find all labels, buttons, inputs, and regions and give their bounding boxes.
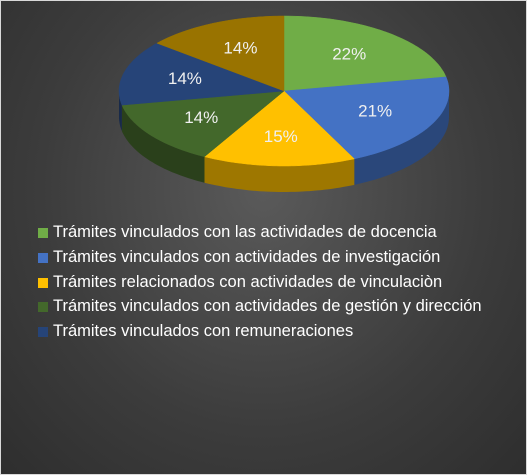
legend-label: Trámites vinculados con las actividades … xyxy=(53,223,437,241)
legend-item: Trámites vinculados con remuneraciones xyxy=(38,319,526,344)
data-label: 22% xyxy=(332,45,366,64)
legend-swatch xyxy=(38,277,48,288)
slice xyxy=(283,15,447,92)
legend-item: Trámites relacionados con actividades de… xyxy=(38,270,526,295)
data-label: 21% xyxy=(358,102,392,121)
legend-label: Trámites relacionados con actividades de… xyxy=(53,272,443,291)
slice-side xyxy=(204,156,355,192)
slice xyxy=(203,90,355,167)
legend-swatch xyxy=(38,228,48,238)
slice-side xyxy=(119,91,122,132)
legend-label: Trámites vinculados con actividades de g… xyxy=(53,297,482,316)
slice-side xyxy=(121,105,205,183)
slice xyxy=(121,90,285,157)
legend: Trámites vinculados con las actividades … xyxy=(38,220,526,344)
data-label: 14% xyxy=(184,108,218,127)
legend-swatch xyxy=(38,252,48,263)
slice xyxy=(118,42,285,106)
data-label: 15% xyxy=(264,127,298,146)
legend-item: Trámites vinculados con las actividades … xyxy=(38,220,526,245)
legend-label: Trámites vinculados con remuneraciones xyxy=(53,322,354,341)
legend-item: Trámites vinculados con actividades de g… xyxy=(38,294,526,319)
data-label: 14% xyxy=(223,38,257,57)
legend-item: Trámites vinculados con actividades de i… xyxy=(38,245,526,270)
slice xyxy=(283,76,450,160)
slice xyxy=(156,15,285,92)
legend-label: Trámites vinculados con actividades de i… xyxy=(53,247,441,266)
slice-side xyxy=(354,91,449,185)
legend-swatch xyxy=(38,327,48,338)
legend-swatch xyxy=(38,302,48,313)
data-label: 14% xyxy=(168,69,202,88)
